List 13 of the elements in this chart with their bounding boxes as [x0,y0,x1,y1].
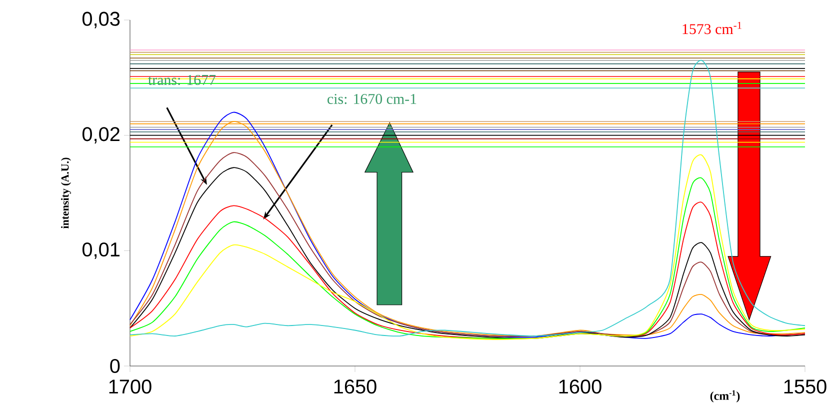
y-tick-label: 0,03 [82,12,120,28]
x-tick-label: 1700 [109,380,152,394]
x-tick-label: 1650 [334,380,376,394]
y-tick-label: 0,02 [82,127,120,144]
x-tick-label: 1600 [559,380,602,394]
y-tick-label: 0 [110,358,120,374]
annotation: 1573 cm$^{-1}$ [682,22,742,34]
x-axis-title: (cm$^{-1}$) [710,390,740,402]
line-series [130,60,806,336]
x-tick-label: 1550 [784,380,826,394]
y-tick-label: 0,01 [82,242,120,259]
y-axis-title: intensity (A.U.) [61,158,71,229]
annotation: cis: 1670 cm-1 [328,94,416,104]
